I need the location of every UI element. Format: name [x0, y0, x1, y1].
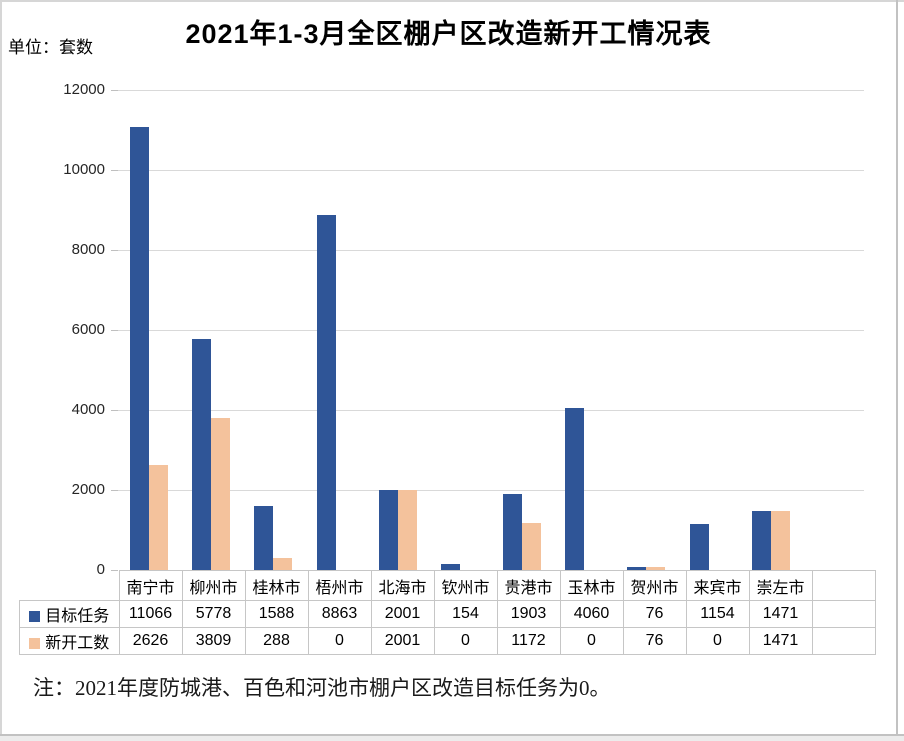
chart-title: 2021年1-3月全区棚户区改造新开工情况表	[185, 19, 712, 49]
city-header-cell: 桂林市	[244, 570, 309, 601]
page-border-bottom	[0, 734, 904, 736]
value-cell: 3809	[181, 627, 246, 655]
bar-目标任务-贺州市	[627, 567, 647, 570]
y-axis-tick	[111, 250, 118, 251]
gridline	[118, 90, 864, 91]
gridline	[118, 410, 864, 411]
note-text: 注：2021年度防城港、百色和河池市棚户区改造目标任务为0。	[33, 676, 611, 700]
bar-目标任务-崇左市	[751, 511, 771, 570]
city-header-cell: 崇左市	[748, 570, 813, 601]
data-table: 南宁市 柳州市 桂林市 梧州市 北海市 钦州市 贵港市 玉林市 贺州市 来宾市 崇左市目标任务 110…	[19, 570, 876, 655]
value-cell-empty	[811, 600, 876, 628]
bar-新开工数-南宁市	[149, 465, 168, 570]
value-cell: 154	[433, 600, 498, 628]
gridline	[118, 490, 864, 491]
gridline	[118, 330, 864, 331]
city-header-cell-empty	[811, 570, 876, 601]
bar-目标任务-梧州市	[316, 215, 336, 570]
value-cell: 0	[559, 627, 624, 655]
value-cell: 288	[244, 627, 309, 655]
y-axis-tick	[111, 90, 118, 91]
bar-新开工数-贵港市	[522, 523, 541, 570]
value-cell: 1471	[748, 627, 813, 655]
value-cell: 76	[622, 627, 687, 655]
legend-series-name: 新开工数	[45, 635, 110, 652]
city-header-cell: 玉林市	[559, 570, 624, 601]
value-cell: 5778	[181, 600, 246, 628]
bar-新开工数-崇左市	[770, 511, 790, 570]
y-axis-tick-label: 12000	[63, 81, 105, 98]
bar-目标任务-北海市	[378, 490, 398, 570]
value-cell: 0	[307, 627, 372, 655]
y-axis-tick-label: 2000	[71, 481, 105, 498]
value-cell: 0	[433, 627, 498, 655]
page-border-right	[896, 0, 898, 736]
page-shadow-bottom	[0, 736, 904, 741]
city-header-cell: 钦州市	[433, 570, 498, 601]
y-axis-tick-label: 6000	[71, 321, 105, 338]
bar-新开工数-贺州市	[646, 567, 666, 570]
value-cell: 1903	[496, 600, 561, 628]
bar-目标任务-钦州市	[440, 564, 460, 570]
value-cell: 4060	[559, 600, 624, 628]
value-cell: 1588	[244, 600, 309, 628]
bar-目标任务-柳州市	[192, 339, 212, 570]
city-header-cell: 来宾市	[685, 570, 750, 601]
y-axis-tick	[111, 570, 118, 571]
city-header-cell: 贺州市	[622, 570, 687, 601]
value-cell: 2001	[370, 600, 435, 628]
y-axis-tick	[111, 490, 118, 491]
legend-series-name: 目标任务	[45, 608, 110, 625]
city-header-cell: 贵港市	[496, 570, 561, 601]
value-cell: 8863	[307, 600, 372, 628]
gridline	[118, 250, 864, 251]
legend-cell: 目标任务	[19, 600, 120, 628]
page-border-top	[0, 0, 904, 2]
value-cell: 76	[622, 600, 687, 628]
y-axis-tick	[111, 410, 118, 411]
legend-cell: 新开工数	[19, 627, 120, 655]
y-axis-tick	[111, 330, 118, 331]
value-cell: 0	[685, 627, 750, 655]
plot-area	[118, 90, 864, 570]
y-axis-tick-label: 8000	[71, 241, 105, 258]
table-corner-blank	[20, 571, 120, 601]
value-cell: 2001	[370, 627, 435, 655]
gridline	[118, 170, 864, 171]
value-cell-empty	[811, 627, 876, 655]
city-header-cell: 北海市	[370, 570, 435, 601]
legend-swatch	[29, 611, 41, 622]
value-cell: 11066	[118, 600, 183, 628]
y-axis-tick-label: 4000	[71, 401, 105, 418]
city-header-cell: 柳州市	[181, 570, 246, 601]
unit-label: 单位：套数	[8, 38, 93, 57]
bar-目标任务-桂林市	[254, 506, 274, 570]
data-table-wrap: 南宁市 柳州市 桂林市 梧州市 北海市 钦州市 贵港市 玉林市 贺州市 来宾市 崇左市目标任务 110…	[19, 570, 876, 655]
city-header-cell: 南宁市	[118, 570, 183, 601]
bar-目标任务-贵港市	[503, 494, 522, 570]
value-cell: 1172	[496, 627, 561, 655]
city-header-cell: 梧州市	[307, 570, 372, 601]
value-cell: 1471	[748, 600, 813, 628]
value-cell: 1154	[685, 600, 750, 628]
bar-目标任务-南宁市	[130, 127, 149, 570]
y-axis-tick-label: 0	[96, 561, 105, 578]
legend-swatch	[29, 638, 41, 649]
y-axis-tick	[111, 170, 118, 171]
y-axis-tick-label: 10000	[63, 161, 105, 178]
bar-新开工数-北海市	[397, 490, 417, 570]
bar-目标任务-来宾市	[689, 524, 709, 570]
bar-新开工数-柳州市	[211, 418, 231, 570]
value-cell: 2626	[118, 627, 183, 655]
bar-目标任务-玉林市	[565, 408, 585, 570]
bar-新开工数-桂林市	[273, 558, 293, 570]
page-border-left	[0, 0, 2, 741]
